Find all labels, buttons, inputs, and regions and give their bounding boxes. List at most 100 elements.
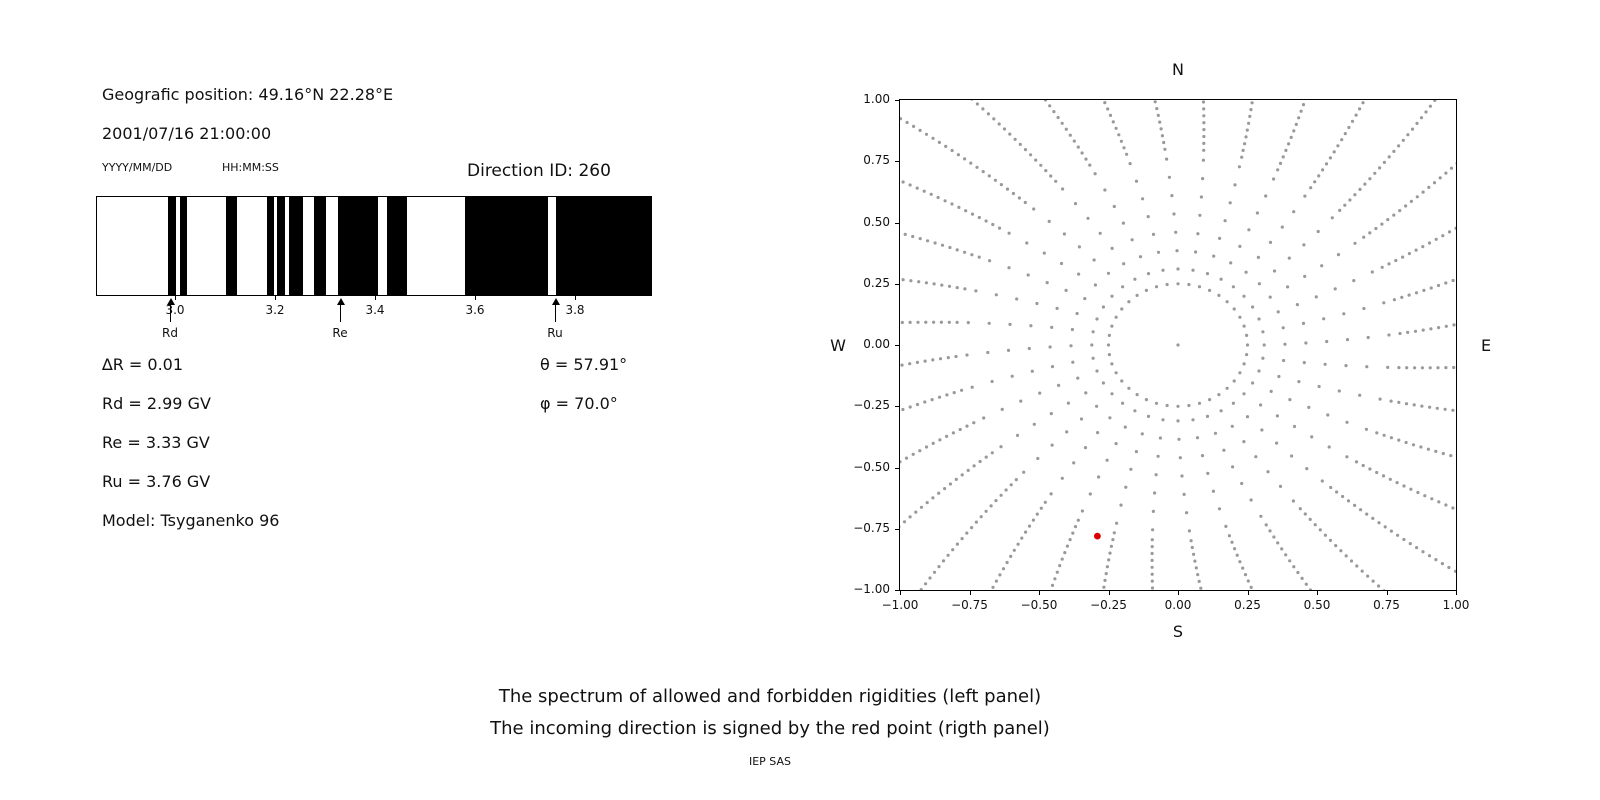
gray-dot [958,427,962,432]
gray-dot [1314,295,1318,299]
gray-dot [1156,250,1161,254]
gray-dot [1029,153,1033,157]
gray-dot [1438,176,1442,180]
gray-dot [1243,142,1247,146]
gray-dot [984,219,988,223]
gray-dot [915,186,919,190]
gray-dot [1197,579,1201,583]
caption-line-1: The spectrum of allowed and forbidden ri… [498,686,1042,707]
gray-dot [947,320,951,324]
gray-dot [1202,148,1206,152]
gray-dot [1359,508,1363,512]
gray-dot [965,353,969,357]
gray-dot [1196,232,1200,236]
direction-x-tick-mark [969,591,971,595]
direction-x-tick-label: 0.00 [1164,598,1192,612]
gray-dot [1335,490,1339,494]
gray-dot [1167,175,1171,179]
gray-dot [1338,208,1342,212]
gray-dot [963,287,967,291]
gray-dot [1452,323,1456,327]
cutoff-arrow-shaft [170,304,171,322]
gray-dot [905,120,909,125]
direction-x-tick-label: −0.50 [1020,598,1058,612]
gray-dot [1298,507,1302,511]
gray-dot [1444,366,1448,370]
gray-dot [1313,180,1317,184]
gray-dot [1088,492,1092,496]
direction-y-tick-label: −0.75 [853,520,890,535]
gray-dot [1197,401,1202,405]
gray-dot [1201,158,1205,162]
gray-dot [1182,492,1186,496]
gray-dot [1134,179,1139,183]
gray-dot [901,180,905,184]
gray-dot [1261,356,1265,360]
gray-dot [1012,548,1016,552]
gray-dot [1287,142,1291,146]
gray-dot [1110,392,1114,396]
direction-x-tick-mark [1178,591,1179,595]
gray-dot [1304,582,1308,586]
gray-dot [1034,158,1038,162]
gray-dot [1238,560,1242,564]
gray-dot [1250,101,1254,105]
gray-dot [1235,553,1239,557]
gray-dot [1389,399,1393,403]
gray-dot [1095,404,1099,408]
gray-dot [900,320,904,325]
gray-dot [1264,523,1268,527]
gray-dot [918,449,922,453]
gray-dot [1406,133,1410,137]
gray-dot [1047,219,1051,223]
gray-dot [1108,416,1112,420]
gray-dot [1048,104,1052,108]
gray-dot [1364,427,1368,431]
gray-dot [1135,293,1139,297]
gray-dot [999,493,1003,497]
spectrum-x-tick-label: 3.6 [465,303,485,317]
gray-dot [1002,127,1007,131]
gray-dot [1202,128,1206,132]
gray-dot [1361,463,1365,468]
gray-dot [1049,174,1053,178]
gray-dot [1054,179,1058,183]
gray-dot [1206,471,1210,475]
direction-y-tick-label: −1.00 [853,582,890,596]
gray-dot [1050,365,1055,369]
gray-dot [1020,536,1024,540]
gray-dot [1072,139,1076,143]
gray-dot [1368,231,1372,235]
direction-x-tick-label: −0.25 [1090,598,1127,612]
direction-y-tick-mark [895,467,899,469]
gray-dot [960,388,964,392]
gray-dot [1411,443,1416,447]
gray-dot [1382,160,1386,164]
gray-dot [1176,282,1180,286]
gray-dot [1353,193,1357,197]
gray-dot [1360,569,1364,573]
gray-dot [1404,402,1409,406]
gray-dot [994,293,998,297]
gray-dot [1154,285,1159,289]
gray-dot [1009,554,1013,558]
spectrum-x-tick-mark [475,296,476,300]
gray-dot [1106,107,1110,111]
gray-dot [950,202,954,206]
gray-dot [1004,488,1008,492]
gray-dot [1358,393,1362,397]
gray-dot [1107,333,1111,337]
gray-dot [1202,121,1206,125]
gray-dot [1349,559,1354,563]
gray-dot [1088,163,1092,167]
gray-dot [1371,579,1375,583]
gray-dot [1398,331,1402,336]
direction-x-tick-label: −0.75 [951,598,988,612]
allowed-rigidity-band [277,197,285,295]
direction-y-tick-mark [895,283,899,285]
gray-dot [1303,512,1307,516]
gray-dot [1050,443,1054,447]
gray-dot [1272,177,1276,181]
gray-dot [1153,100,1157,104]
gray-dot [1363,182,1367,186]
